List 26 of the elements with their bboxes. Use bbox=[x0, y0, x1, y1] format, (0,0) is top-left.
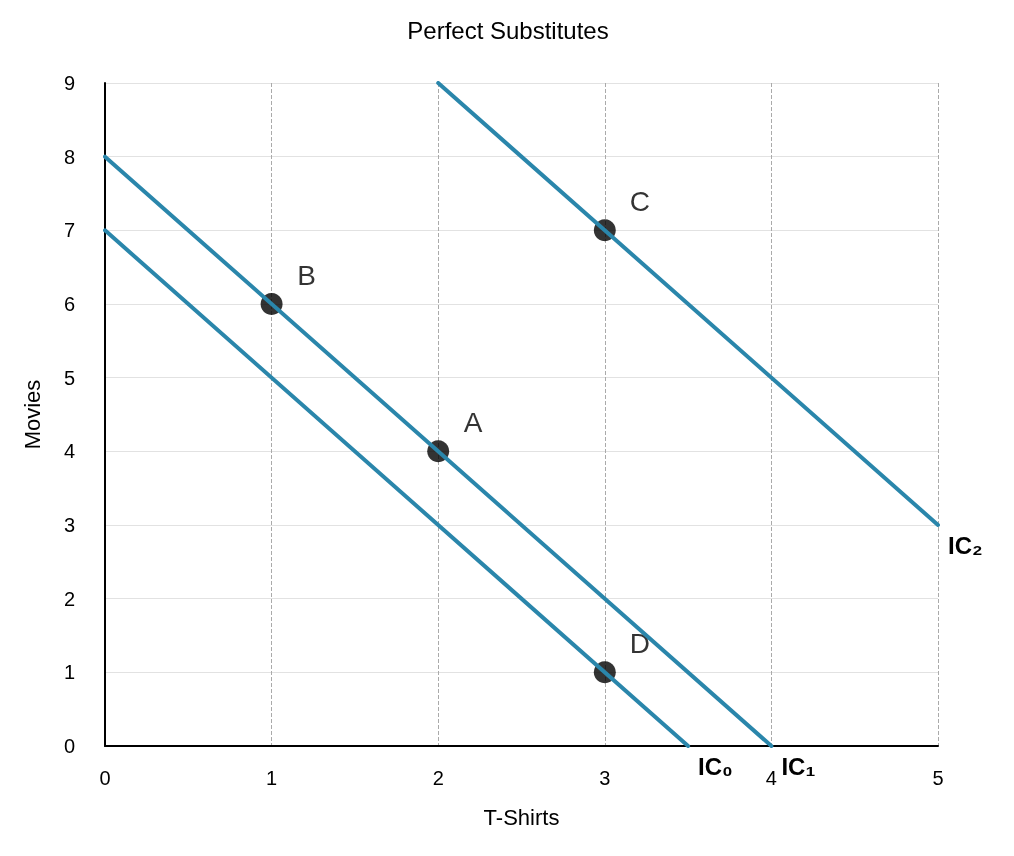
annotation: B bbox=[297, 259, 316, 291]
x-tick-label: 4 bbox=[765, 767, 777, 789]
y-tick-label: 0 bbox=[63, 735, 75, 757]
series-label: IC₂ bbox=[948, 531, 983, 559]
series-label: IC₀ bbox=[698, 752, 733, 780]
y-tick-label: 3 bbox=[63, 514, 75, 536]
y-tick-label: 4 bbox=[63, 440, 75, 463]
x-tick-label: 5 bbox=[932, 767, 944, 789]
chart-title: Perfect Substitutes bbox=[407, 16, 609, 44]
annotation: A bbox=[463, 406, 483, 438]
y-axis-title: Movies bbox=[19, 379, 45, 450]
annotation: C bbox=[629, 185, 650, 217]
y-tick-label: 9 bbox=[63, 72, 75, 94]
y-tick-label: 2 bbox=[63, 587, 75, 610]
x-tick-label: 2 bbox=[432, 767, 444, 789]
series-label: IC₁ bbox=[781, 752, 816, 780]
y-tick-label: 6 bbox=[63, 293, 75, 315]
y-tick-label: 7 bbox=[63, 219, 75, 242]
x-axis-title: T-Shirts bbox=[483, 804, 560, 830]
y-tick-label: 1 bbox=[63, 661, 75, 684]
annotation: D bbox=[629, 627, 650, 659]
y-tick-label: 5 bbox=[63, 366, 75, 389]
x-tick-label: 0 bbox=[99, 767, 111, 789]
y-tick-label: 8 bbox=[63, 145, 75, 168]
x-tick-label: 3 bbox=[599, 767, 611, 789]
x-tick-label: 1 bbox=[266, 767, 278, 789]
